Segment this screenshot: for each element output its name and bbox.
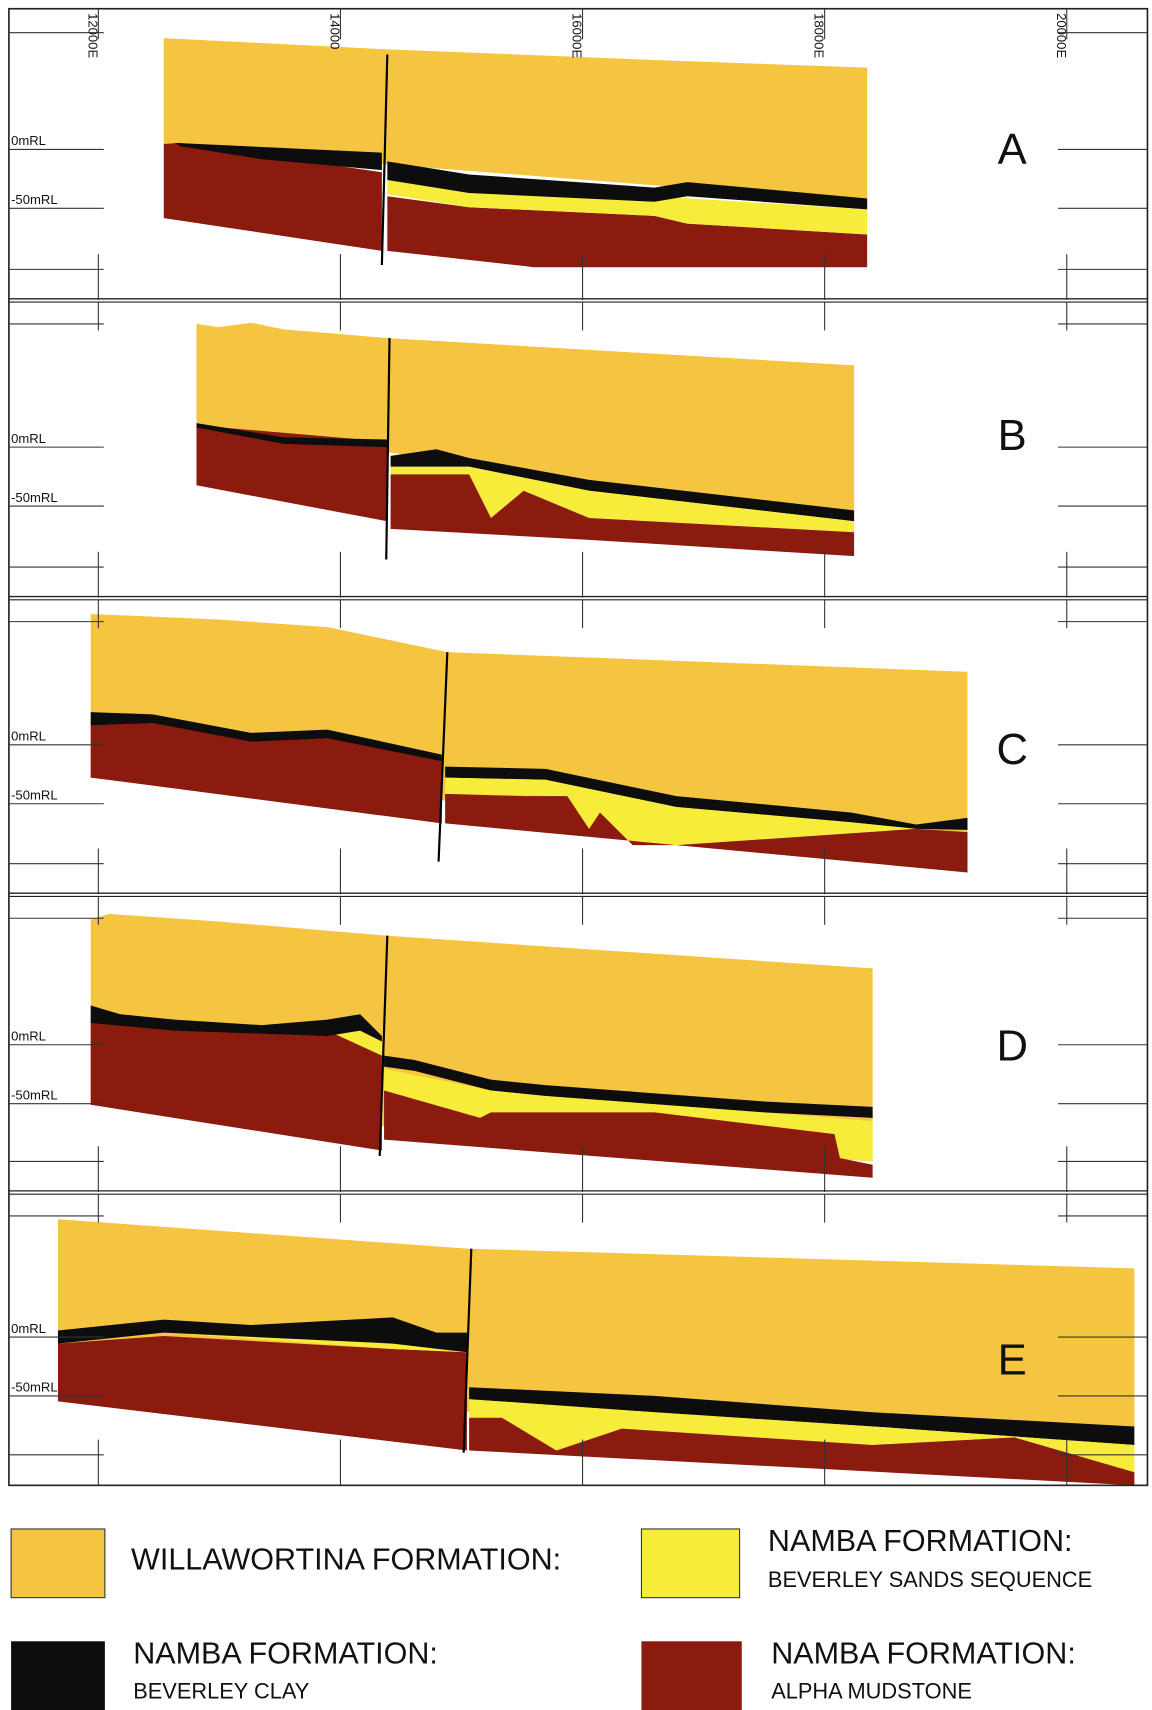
formation-layer xyxy=(390,474,855,557)
fault-line xyxy=(462,1248,473,1453)
formation-layer xyxy=(390,466,855,533)
formation-layer xyxy=(469,1387,1135,1445)
panel-letter: E xyxy=(998,1337,1027,1385)
rl-label: 0mRL xyxy=(11,729,46,744)
formation-layer xyxy=(390,449,855,522)
panel-letter: C xyxy=(996,726,1027,774)
formation-layer xyxy=(57,1317,467,1353)
formation-layer xyxy=(384,1055,873,1118)
panel-letter: A xyxy=(998,126,1027,174)
rl-label: 0mRL xyxy=(11,431,46,446)
easting-label: 20000E xyxy=(1054,13,1069,58)
easting-label: 16000E xyxy=(570,13,585,58)
formation-layer xyxy=(90,1005,382,1042)
legend-title: NAMBA FORMATION: xyxy=(768,1524,1073,1558)
rl-label: 0mRL xyxy=(11,1321,46,1336)
legend-subtitle: ALPHA MUDSTONE xyxy=(771,1678,972,1703)
panel-letter: B xyxy=(998,412,1027,460)
formation-layer xyxy=(163,142,382,251)
easting-label: 14000 xyxy=(327,13,342,49)
formation-layer xyxy=(445,766,968,830)
formation-layer xyxy=(90,712,442,762)
legend: WILLAWORTINA FORMATION: NAMBA FORMATION:… xyxy=(10,1524,1092,1710)
formation-layer xyxy=(445,777,917,846)
formation-layer xyxy=(469,1417,1135,1486)
easting-label: 12000E xyxy=(85,13,100,58)
formation-layer xyxy=(469,1399,1135,1473)
panel-letter: D xyxy=(996,1023,1027,1071)
frame xyxy=(8,7,1149,1487)
legend-subtitle: BEVERLEY CLAY xyxy=(133,1678,310,1703)
legend-subtitle: BEVERLEY SANDS SEQUENCE xyxy=(768,1567,1092,1592)
formation-layer xyxy=(163,1332,467,1353)
rl-label: -50mRL xyxy=(11,1087,58,1102)
rl-label: -50mRL xyxy=(11,1380,58,1395)
formation-layer xyxy=(445,793,968,873)
formation-layer xyxy=(174,142,382,171)
legend-swatch-sands xyxy=(640,1528,741,1599)
formation-layer xyxy=(196,425,388,522)
formation-layer xyxy=(90,1021,382,1151)
formation-layer xyxy=(90,721,442,824)
rl-label: -50mRL xyxy=(11,490,58,505)
legend-swatch-mudstone xyxy=(641,1641,742,1710)
labels: 0mRL -50mRL A 0mRL -50mRL B 0mRL -50mRL C 0mRL -50… xyxy=(11,13,1069,1395)
legend-swatch-clay xyxy=(11,1641,105,1710)
rl-label: -50mRL xyxy=(11,192,58,207)
formation-layer xyxy=(196,322,855,519)
fault-line xyxy=(385,338,391,560)
formation-layer xyxy=(384,1068,873,1162)
formation-layer xyxy=(196,423,388,448)
fault-line xyxy=(380,54,389,266)
formation-layer xyxy=(387,196,868,268)
legend-swatch-willawortina xyxy=(10,1528,106,1599)
formation-layer xyxy=(57,1335,467,1451)
grid xyxy=(8,7,1149,1487)
rl-label: 0mRL xyxy=(11,133,46,148)
fault-line xyxy=(378,935,389,1157)
rl-label: 0mRL xyxy=(11,1029,46,1044)
sections xyxy=(57,38,1135,1486)
rl-label: -50mRL xyxy=(11,788,58,803)
fault-line xyxy=(437,652,449,862)
legend-title: NAMBA FORMATION: xyxy=(133,1637,438,1671)
formation-layer xyxy=(327,1030,382,1056)
formation-layer xyxy=(384,1090,873,1178)
legend-title: NAMBA FORMATION: xyxy=(771,1637,1076,1671)
formation-layer xyxy=(387,161,868,210)
legend-title: WILLAWORTINA FORMATION: xyxy=(131,1543,561,1577)
easting-label: 18000E xyxy=(812,13,827,58)
